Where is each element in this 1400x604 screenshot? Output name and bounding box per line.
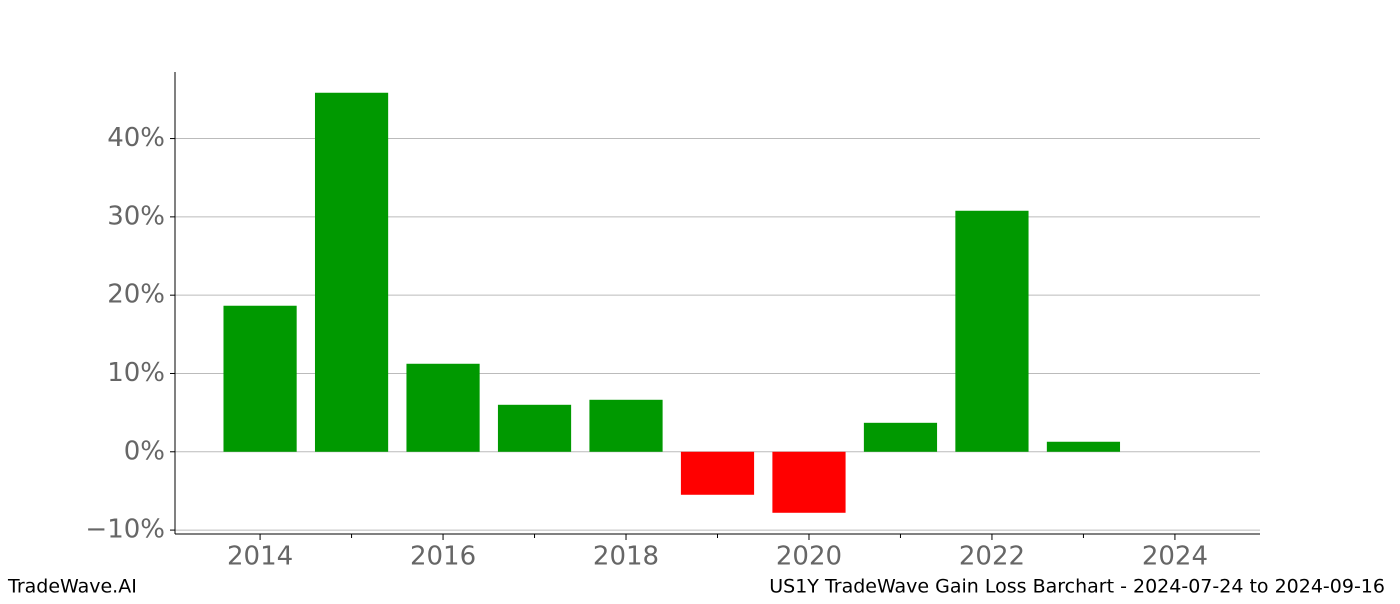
bar <box>223 305 297 452</box>
x-tick-label: 2018 <box>593 542 659 572</box>
x-tick-label: 2024 <box>1142 542 1208 572</box>
bar <box>497 404 572 452</box>
bar <box>406 363 480 452</box>
y-tick-label: 20% <box>107 280 165 310</box>
y-tick-label: 40% <box>107 123 165 153</box>
bar <box>863 422 938 452</box>
x-tick-label: 2014 <box>227 542 293 572</box>
brand: TradeWave.AI <box>7 576 137 598</box>
bar <box>314 92 389 452</box>
y-tick-label: 0% <box>124 436 165 466</box>
bar <box>680 451 755 495</box>
x-tick-label: 2016 <box>410 542 476 572</box>
bar <box>1046 441 1121 452</box>
bar <box>589 399 663 452</box>
x-tick-label: 2020 <box>776 542 842 572</box>
x-tick-label: 2022 <box>959 542 1025 572</box>
y-tick-label: 10% <box>107 358 165 388</box>
bar <box>772 451 846 513</box>
y-tick-label: 30% <box>107 201 165 231</box>
y-tick-label: −10% <box>85 515 165 545</box>
bar <box>955 210 1029 452</box>
chart-caption: US1Y TradeWave Gain Loss Barchart - 2024… <box>769 576 1385 598</box>
